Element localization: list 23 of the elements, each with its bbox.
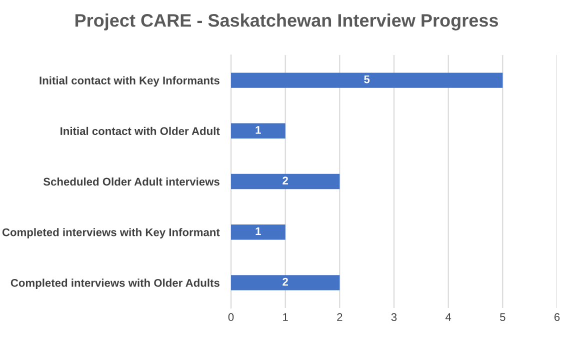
bar bbox=[231, 72, 503, 88]
bar bbox=[231, 123, 286, 138]
chart-title: Project CARE - Saskatchewan Interview Progress bbox=[75, 14, 498, 30]
x-tick-label: 5 bbox=[500, 313, 506, 322]
y-tick-label: Completed interviews with Key Informant bbox=[2, 228, 220, 238]
bar bbox=[231, 174, 340, 190]
x-tick-label: 0 bbox=[228, 313, 234, 322]
x-tick-label: 3 bbox=[391, 313, 397, 322]
data-label: 1 bbox=[256, 227, 261, 235]
y-tick-label: Initial contact with Older Adult bbox=[60, 126, 220, 136]
x-tick-label: 1 bbox=[283, 313, 288, 321]
y-tick-label: Initial contact with Key Informants bbox=[40, 76, 220, 87]
y-tick-label: Completed interviews with Older Adults bbox=[10, 278, 220, 290]
bar bbox=[231, 275, 340, 290]
x-tick-label: 6 bbox=[554, 313, 560, 322]
data-label: 2 bbox=[282, 176, 288, 184]
x-tick-label: 2 bbox=[337, 313, 342, 321]
data-label: 2 bbox=[282, 278, 288, 286]
bar bbox=[231, 224, 286, 240]
data-label: 1 bbox=[256, 126, 261, 134]
data-label: 5 bbox=[364, 76, 370, 84]
y-tick-label: Scheduled Older Adult interviews bbox=[43, 177, 220, 186]
x-tick-label: 4 bbox=[446, 313, 452, 321]
